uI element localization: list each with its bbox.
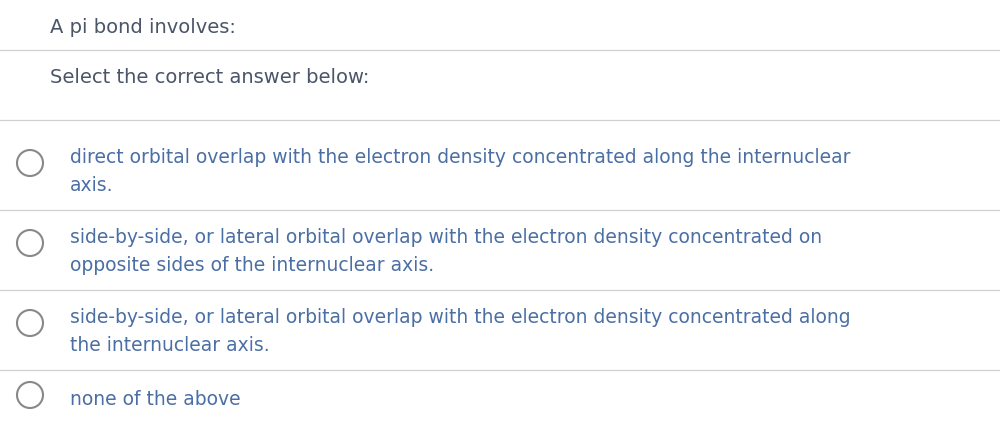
Text: side-by-side, or lateral orbital overlap with the electron density concentrated : side-by-side, or lateral orbital overlap…	[70, 228, 822, 275]
Text: A pi bond involves:: A pi bond involves:	[50, 18, 236, 37]
Text: side-by-side, or lateral orbital overlap with the electron density concentrated : side-by-side, or lateral orbital overlap…	[70, 308, 851, 355]
Text: none of the above: none of the above	[70, 390, 241, 409]
Text: direct orbital overlap with the electron density concentrated along the internuc: direct orbital overlap with the electron…	[70, 148, 850, 195]
Text: Select the correct answer below:: Select the correct answer below:	[50, 68, 369, 87]
